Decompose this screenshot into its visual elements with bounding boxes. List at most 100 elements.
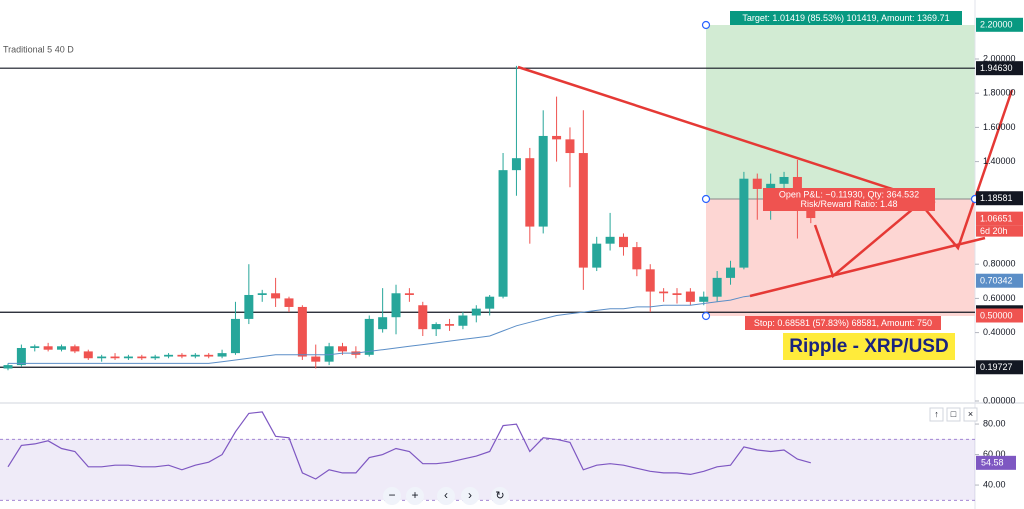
- candle-body: [30, 346, 40, 348]
- candle-body: [712, 277, 722, 297]
- candle-body: [391, 293, 401, 318]
- handle[interactable]: [701, 20, 711, 30]
- pane-close-icon: ×: [968, 409, 973, 419]
- pane-buttons: ↑ □ ×: [929, 407, 978, 422]
- candle-body: [97, 356, 107, 359]
- price-flag: [976, 61, 1023, 76]
- candle-body: [685, 291, 695, 302]
- target-label: Target: 1.01419 (85.53%) 101419, Amount:…: [742, 13, 949, 23]
- candle-body: [418, 305, 428, 330]
- candle-body: [766, 183, 776, 189]
- zoom-out-icon: −: [388, 488, 395, 502]
- handle[interactable]: [701, 194, 711, 204]
- price-flag: [976, 360, 1023, 375]
- trend-line: [749, 236, 986, 298]
- risk-reward-label: Risk/Reward Ratio: 1.48: [800, 199, 897, 209]
- price-flag-label: 1.18581: [980, 193, 1013, 203]
- candle-body: [338, 346, 347, 352]
- pnl-box: [763, 188, 935, 211]
- candle-body: [511, 158, 521, 171]
- scroll-right-button[interactable]: [461, 487, 479, 505]
- candle-body: [806, 209, 816, 219]
- reset-icon: ↻: [495, 490, 504, 502]
- pane-maximize-icon: □: [951, 409, 957, 419]
- candle-body: [378, 317, 388, 330]
- candle-body: [659, 291, 669, 294]
- countdown-flag: [976, 225, 1023, 237]
- scroll-left-icon: ‹: [444, 488, 448, 502]
- target-box: [730, 11, 962, 25]
- price-flag-label: 0.50000: [980, 310, 1013, 320]
- candle-body: [324, 346, 334, 362]
- candle-body: [752, 178, 762, 189]
- candle-body: [3, 365, 13, 369]
- chart-title: Ripple - XRP/USD: [789, 336, 948, 357]
- y-tick-label: 0.80000: [983, 259, 1016, 269]
- zoom-in-button[interactable]: [406, 487, 424, 505]
- pane-maximize-button[interactable]: [946, 407, 961, 422]
- scroll-left-button[interactable]: [437, 487, 455, 505]
- candle-body: [471, 308, 481, 316]
- y-tick-label: 0.40000: [983, 327, 1016, 337]
- rsi-line: [7, 411, 811, 480]
- pane-up-button[interactable]: [929, 407, 944, 422]
- candle-body: [618, 236, 628, 248]
- plot: [0, 65, 975, 501]
- price-flag: [976, 308, 1023, 323]
- y-tick-label: 0.00000: [983, 395, 1016, 405]
- target-zone: [706, 25, 975, 199]
- zoom-in-icon: +: [411, 488, 418, 502]
- rsi-band: [0, 439, 975, 500]
- scroll-right-icon: ›: [468, 488, 472, 502]
- handle[interactable]: [701, 311, 711, 321]
- y-tick-label: 2.00000: [983, 53, 1016, 63]
- price-flag-label: 0.19727: [980, 362, 1013, 372]
- rsi-tick-label: 40.00: [983, 479, 1006, 489]
- pane-close-button[interactable]: [963, 407, 978, 422]
- trend-line: [517, 65, 936, 205]
- candle-body: [110, 356, 120, 359]
- candle-body: [592, 243, 602, 268]
- candle-body: [284, 298, 294, 307]
- candle-body: [177, 354, 187, 357]
- pane-up-icon: ↑: [934, 409, 939, 419]
- rsi-flag: [976, 455, 1016, 470]
- price-flag: [976, 17, 1023, 32]
- pnl-label: Open P&L: −0.11930, Qty: 364.532: [779, 189, 919, 199]
- candle-body: [404, 293, 414, 295]
- candle-body: [632, 247, 642, 270]
- candle-body: [217, 353, 227, 357]
- candle-body: [230, 318, 240, 354]
- candle-body: [672, 293, 682, 295]
- reset-button[interactable]: [491, 487, 509, 505]
- candle-body: [16, 347, 26, 366]
- candle-body: [123, 356, 133, 359]
- candle-body: [271, 293, 281, 299]
- candle-body: [792, 176, 802, 193]
- candle-body: [190, 354, 200, 357]
- candle-body: [578, 153, 588, 268]
- y-tick-label: 1.40000: [983, 156, 1016, 166]
- candle-body: [699, 296, 709, 302]
- candle-body: [779, 176, 789, 184]
- candle-body: [57, 346, 67, 350]
- zoom-out-button[interactable]: [383, 487, 401, 505]
- title-box: [783, 333, 955, 360]
- candle-body: [137, 356, 147, 359]
- candle-body: [525, 158, 535, 227]
- price-flag-label: 1.06651: [980, 213, 1013, 223]
- nav-buttons: − + ‹ › ↻: [383, 487, 509, 505]
- price-flag-label: 0.70342: [980, 276, 1013, 286]
- y-tick-label: 1.60000: [983, 122, 1016, 132]
- candle-body: [431, 324, 441, 330]
- price-flag: [976, 191, 1023, 206]
- price-flag-label: 2.20000: [980, 20, 1013, 30]
- candle-body: [311, 356, 321, 362]
- stop-label: Stop: 0.68581 (57.83%) 68581, Amount: 75…: [754, 318, 932, 328]
- candle-body: [244, 294, 254, 319]
- candle-body: [164, 354, 174, 357]
- candle-body: [645, 269, 655, 292]
- candle-body: [726, 267, 736, 278]
- price-flag: [976, 211, 1023, 226]
